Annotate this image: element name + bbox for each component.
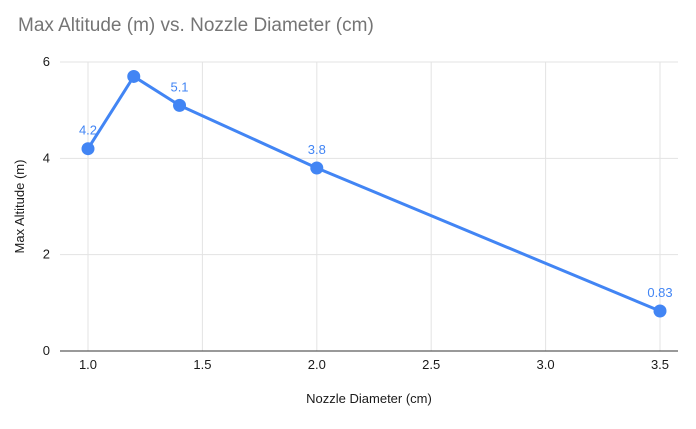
data-point <box>653 304 667 318</box>
y-tick-label: 6 <box>43 54 50 69</box>
y-tick-label: 0 <box>43 343 50 358</box>
data-point <box>310 161 324 175</box>
data-point <box>173 98 187 112</box>
data-point <box>127 69 141 83</box>
data-label: 4.2 <box>79 123 97 138</box>
data-line <box>86 74 662 313</box>
x-tick-label: 1.5 <box>193 357 211 372</box>
x-tick-label: 1.0 <box>79 357 97 372</box>
data-label: 3.8 <box>308 142 326 157</box>
data-label: 5.1 <box>170 79 188 94</box>
x-tick-label: 2.5 <box>422 357 440 372</box>
x-tick-label: 3.0 <box>537 357 555 372</box>
y-axis-title: Max Altitude (m) <box>12 160 27 254</box>
x-tick-label: 3.5 <box>651 357 669 372</box>
x-tick-label: 2.0 <box>308 357 326 372</box>
x-axis-title: Nozzle Diameter (cm) <box>306 391 432 406</box>
y-tick-label: 2 <box>43 247 50 262</box>
data-point <box>81 142 95 156</box>
data-label: 0.83 <box>647 285 672 300</box>
chart-title: Max Altitude (m) vs. Nozzle Diameter (cm… <box>18 15 374 36</box>
y-tick-label: 4 <box>43 150 50 165</box>
